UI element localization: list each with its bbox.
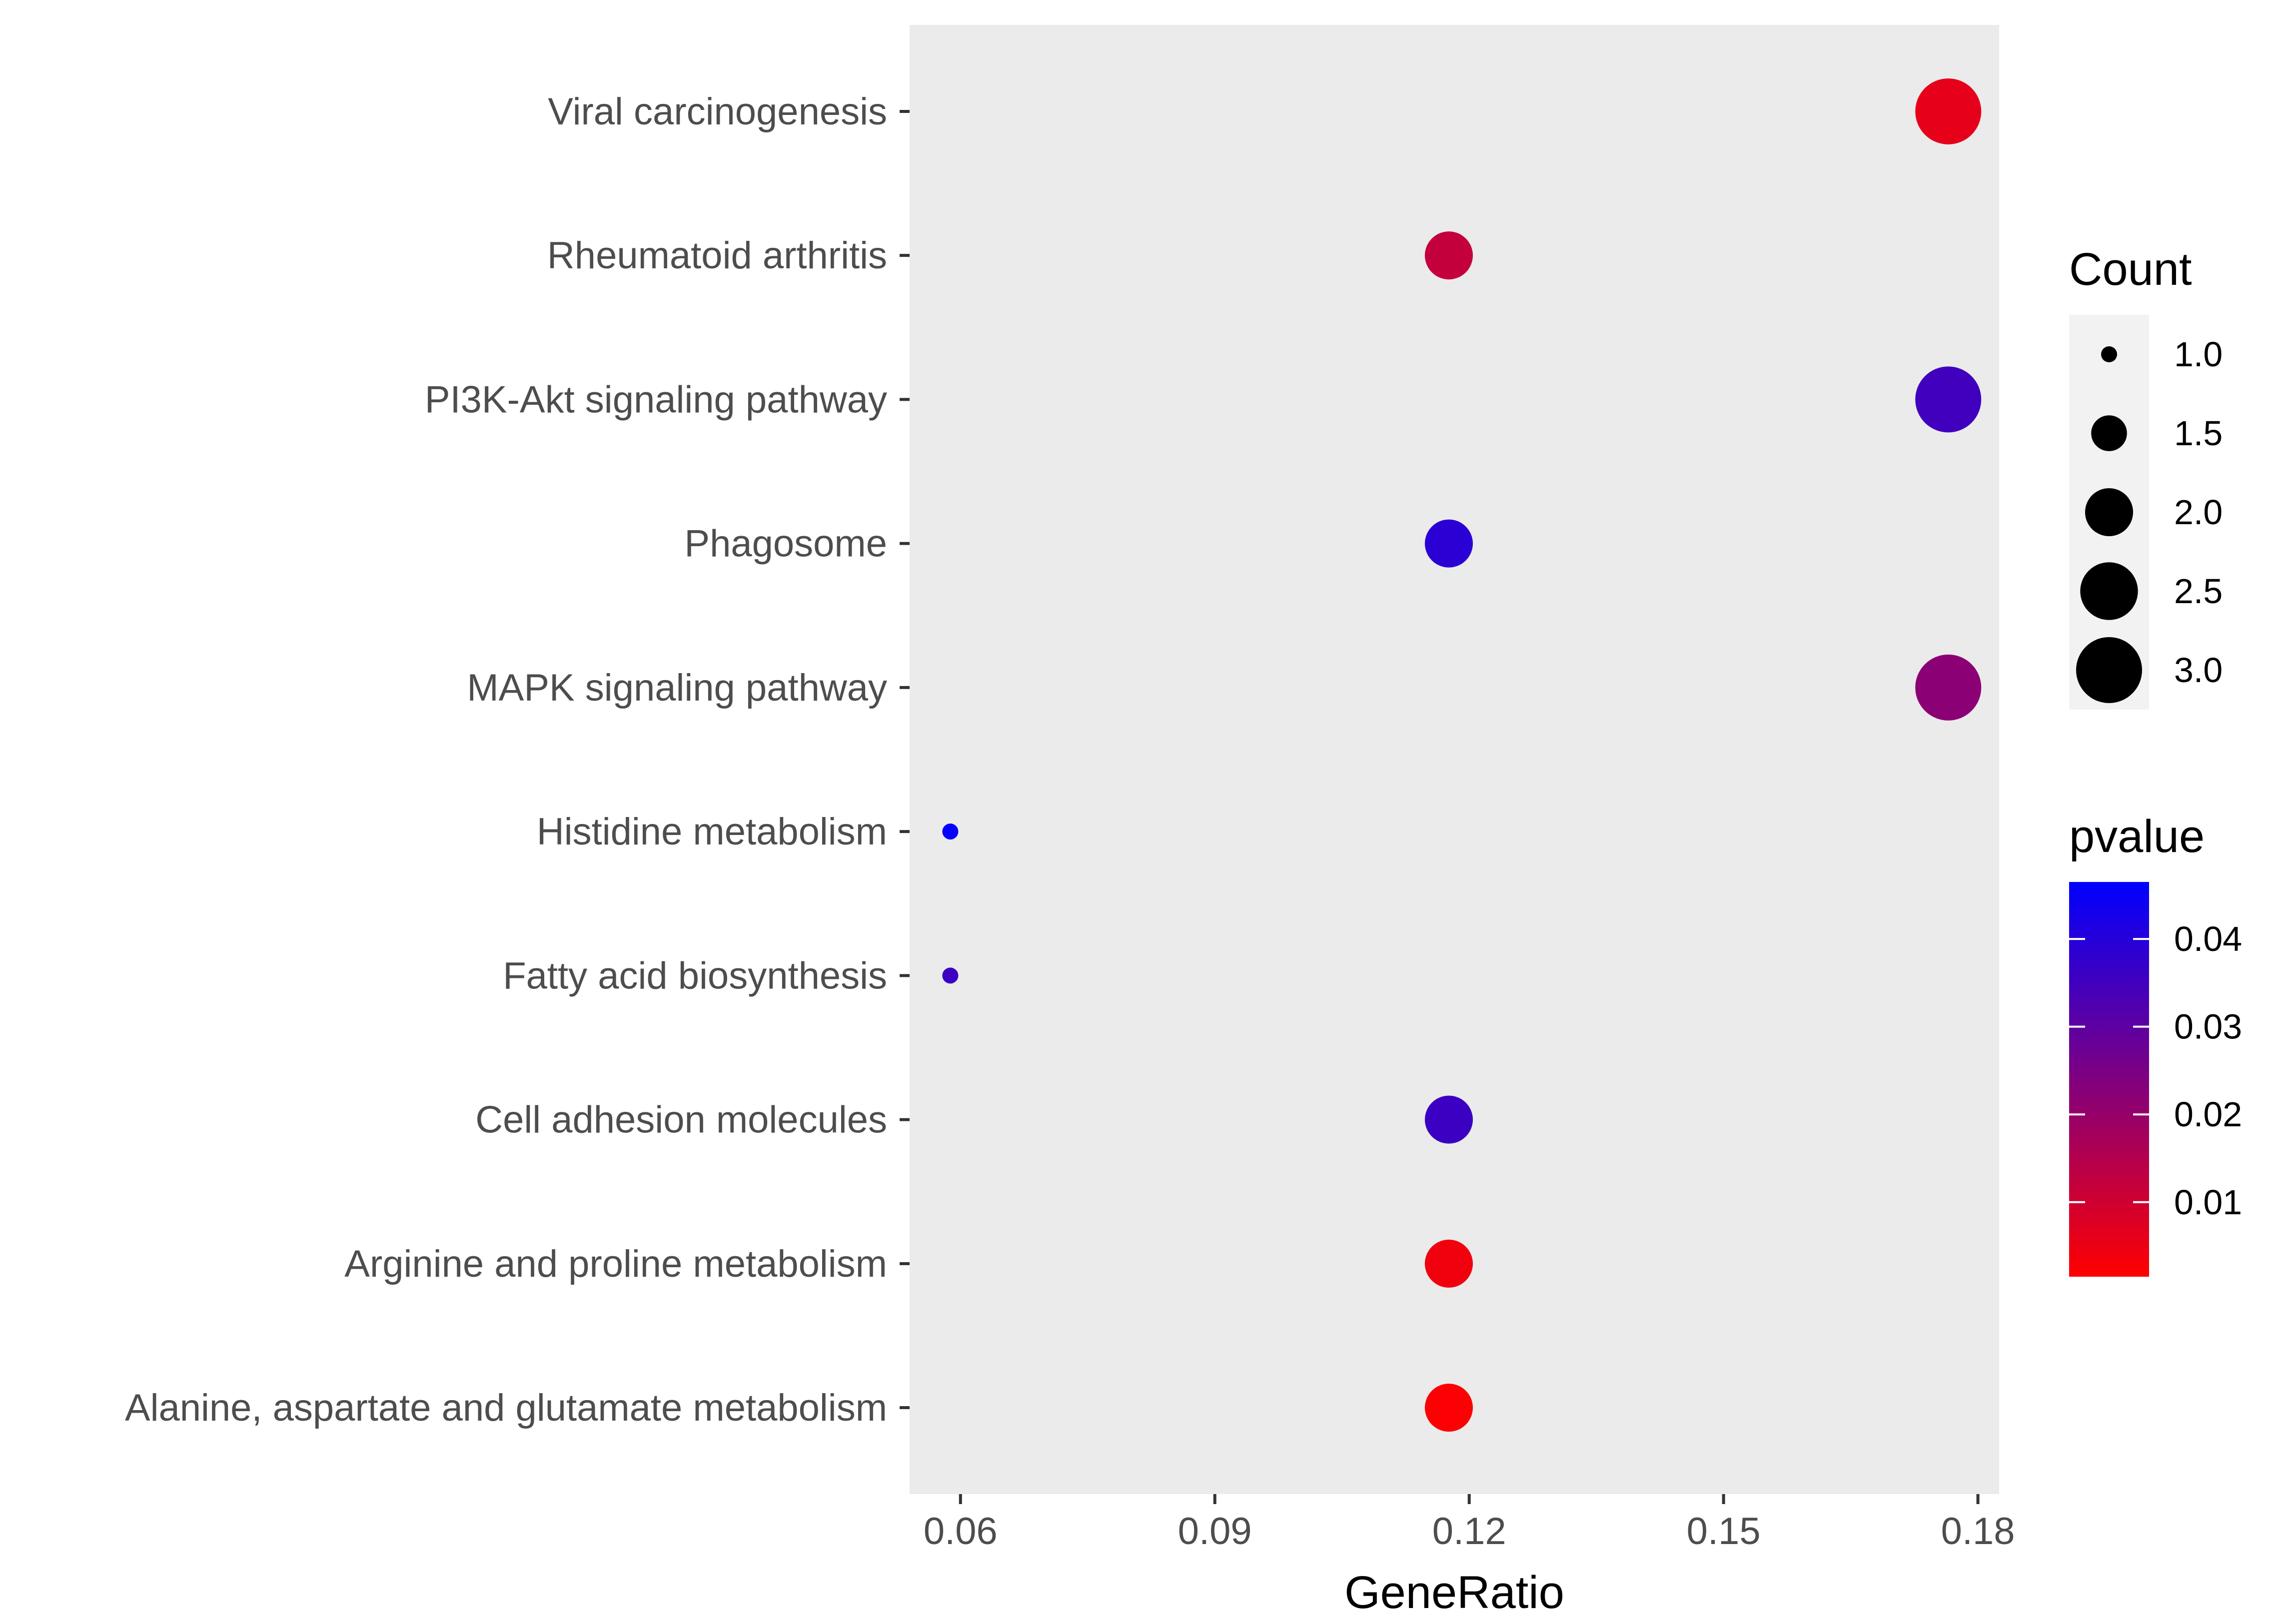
pvalue-color-legend: pvalue 0.01 0.02 0.03 0.04 [2069, 811, 2242, 1277]
pvalue-legend-label: 0.04 [2174, 919, 2242, 958]
data-point [1424, 1095, 1473, 1144]
count-legend-label: 1.0 [2174, 335, 2223, 374]
data-points [942, 78, 1982, 1432]
x-axis-title: GeneRatio [1344, 1567, 1564, 1618]
y-tick-label: Arginine and proline metabolism [344, 1243, 887, 1285]
y-tick-label: PI3K-Akt signaling pathway [425, 378, 887, 421]
data-point [1424, 1239, 1473, 1288]
y-tick-label: MAPK signaling pathway [467, 667, 887, 709]
count-legend-symbol [2101, 346, 2117, 362]
pvalue-legend-label: 0.02 [2174, 1095, 2242, 1134]
x-tick-label: 0.12 [1432, 1510, 1506, 1553]
y-tick-label: Fatty acid biosynthesis [503, 954, 887, 997]
x-tick-label: 0.15 [1687, 1510, 1761, 1553]
data-point [1915, 78, 1982, 144]
pvalue-legend-label: 0.01 [2174, 1183, 2242, 1222]
count-legend-symbol [2085, 488, 2134, 537]
count-legend-label: 2.0 [2174, 493, 2223, 532]
data-point [942, 823, 959, 840]
x-axis: 0.06 0.09 0.12 0.15 0.18 [924, 1494, 2015, 1553]
pvalue-colorbar [2069, 882, 2149, 1277]
count-legend-symbol [2080, 562, 2138, 620]
count-legend-symbol [2076, 637, 2142, 703]
x-tick-label: 0.06 [924, 1510, 998, 1553]
data-point [942, 967, 959, 984]
y-tick-label: Viral carcinogenesis [548, 90, 887, 133]
data-point [1915, 366, 1982, 433]
y-tick-label: Alanine, aspartate and glutamate metabol… [125, 1387, 887, 1429]
y-tick-label: Rheumatoid arthritis [547, 234, 887, 277]
data-point [1424, 1384, 1473, 1432]
count-legend-symbol [2091, 415, 2127, 451]
count-legend-label: 1.5 [2174, 414, 2223, 453]
y-tick-label: Histidine metabolism [537, 811, 887, 853]
count-legend-label: 2.5 [2174, 572, 2223, 611]
data-point [1424, 519, 1473, 568]
data-point [1424, 231, 1473, 280]
pvalue-legend-title: pvalue [2069, 811, 2205, 862]
count-legend-label: 3.0 [2174, 651, 2223, 690]
pvalue-legend-label: 0.03 [2174, 1007, 2242, 1046]
x-tick-label: 0.18 [1941, 1510, 2015, 1553]
x-tick-label: 0.09 [1178, 1510, 1252, 1553]
count-legend-title: Count [2069, 244, 2192, 295]
y-axis: Alanine, aspartate and glutamate metabol… [125, 90, 910, 1429]
data-point [1915, 654, 1982, 721]
count-size-legend: Count 1.0 1.5 2.0 2.5 3.0 [2069, 244, 2223, 710]
y-tick-label: Cell adhesion molecules [475, 1099, 887, 1141]
y-tick-label: Phagosome [684, 523, 887, 565]
